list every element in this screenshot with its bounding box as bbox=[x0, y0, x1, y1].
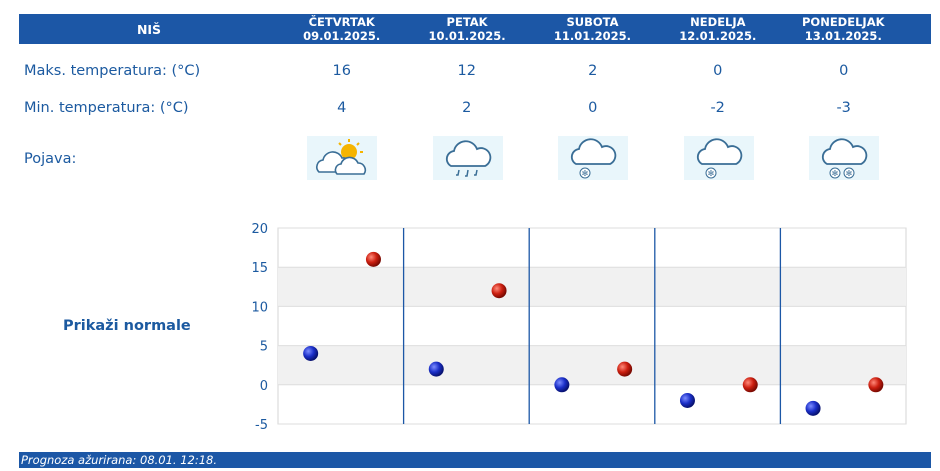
partly-cloudy-sun-icon bbox=[307, 136, 377, 180]
day-name: PONEDELJAK bbox=[802, 15, 885, 29]
day-name: PETAK bbox=[446, 15, 488, 29]
y-tick-label: 15 bbox=[251, 261, 268, 276]
max-temp-value: 16 bbox=[332, 63, 351, 79]
min-temp-point bbox=[679, 392, 695, 408]
min-temp-value: 2 bbox=[462, 100, 472, 116]
min-temp-value: 0 bbox=[588, 100, 598, 116]
day-header: SUBOTA 11.01.2025. bbox=[530, 14, 655, 44]
y-tick-label: 10 bbox=[251, 300, 268, 315]
y-tick-label: 5 bbox=[260, 340, 268, 355]
min-temp-value: 4 bbox=[337, 100, 347, 116]
grid-band bbox=[278, 345, 906, 385]
max-temp-value: 0 bbox=[839, 63, 849, 79]
min-temp-label: Min. temperatura: (°C) bbox=[24, 100, 189, 116]
day-name: ČETVRTAK bbox=[308, 15, 375, 29]
snow-cloud-icon: ✻ bbox=[558, 136, 628, 180]
max-temp-point bbox=[868, 377, 884, 393]
svg-text:✻: ✻ bbox=[846, 169, 853, 178]
max-temp-label: Maks. temperatura: (°C) bbox=[24, 63, 201, 79]
day-date: 10.01.2025. bbox=[428, 29, 506, 43]
y-tick-label: -5 bbox=[255, 418, 268, 433]
min-temp-value: -2 bbox=[710, 100, 725, 116]
day-date: 09.01.2025. bbox=[303, 29, 381, 43]
max-temp-point bbox=[617, 361, 633, 377]
show-normals-link[interactable]: Prikaži normale bbox=[63, 318, 191, 334]
plot-area bbox=[277, 227, 907, 425]
min-temp-point bbox=[428, 361, 444, 377]
grid-band bbox=[278, 267, 906, 307]
forecast-header: NIŠ ČETVRTAK 09.01.2025. PETAK 10.01.202… bbox=[19, 14, 931, 44]
min-temp-point bbox=[805, 400, 821, 416]
max-temp-point bbox=[365, 251, 381, 267]
max-temp-point bbox=[742, 377, 758, 393]
pojava-label: Pojava: bbox=[24, 151, 77, 167]
min-temp-point bbox=[303, 345, 319, 361]
max-temp-point bbox=[491, 283, 507, 299]
day-header: PETAK 10.01.2025. bbox=[404, 14, 529, 44]
y-tick-label: 0 bbox=[260, 379, 268, 394]
min-temp-point bbox=[554, 377, 570, 393]
day-date: 11.01.2025. bbox=[553, 29, 632, 43]
svg-text:✻: ✻ bbox=[832, 169, 839, 178]
min-temp-value: -3 bbox=[836, 100, 851, 116]
max-temp-value: 2 bbox=[588, 63, 598, 79]
svg-text:✻: ✻ bbox=[582, 169, 589, 178]
snow-cloud-icon: ✻ bbox=[684, 136, 754, 180]
day-header: NEDELJA 12.01.2025. bbox=[655, 14, 780, 44]
day-name: NEDELJA bbox=[690, 15, 746, 29]
day-name: SUBOTA bbox=[566, 15, 619, 29]
city-name: NIŠ bbox=[136, 21, 162, 37]
svg-text:✻: ✻ bbox=[708, 169, 715, 178]
temperature-chart: 20 15 10 5 0 -5 bbox=[251, 222, 907, 433]
forecast-updated: Prognoza ažurirana: 08.01. 12:18. bbox=[19, 452, 931, 468]
max-temp-value: 12 bbox=[457, 63, 476, 79]
day-date: 12.01.2025. bbox=[679, 29, 757, 43]
day-header: PONEDELJAK 13.01.2025. bbox=[781, 14, 906, 44]
y-tick-label: 20 bbox=[251, 222, 268, 237]
day-header: ČETVRTAK 09.01.2025. bbox=[279, 14, 404, 44]
rain-cloud-icon bbox=[433, 136, 503, 180]
max-temp-value: 0 bbox=[713, 63, 723, 79]
heavy-snow-cloud-icon: ✻ ✻ bbox=[809, 136, 879, 180]
day-date: 13.01.2025. bbox=[804, 29, 882, 43]
